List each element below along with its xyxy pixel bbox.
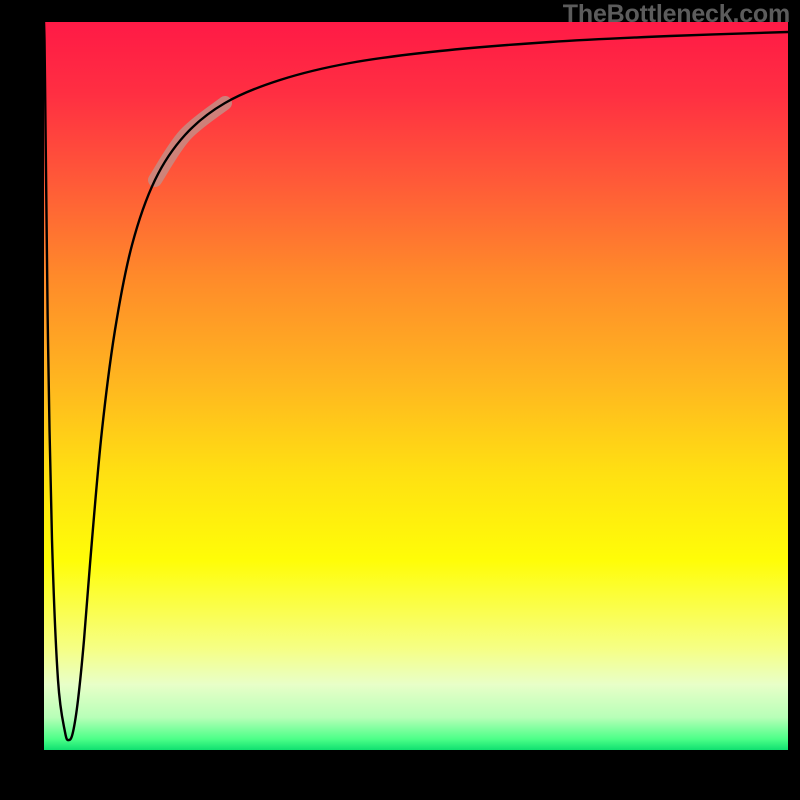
watermark-text: TheBottleneck.com bbox=[563, 0, 790, 29]
highlight-segment bbox=[155, 103, 225, 180]
curve-layer bbox=[44, 22, 788, 750]
main-curve bbox=[44, 22, 788, 740]
plot-area bbox=[44, 22, 788, 750]
chart-frame: TheBottleneck.com bbox=[0, 0, 800, 800]
